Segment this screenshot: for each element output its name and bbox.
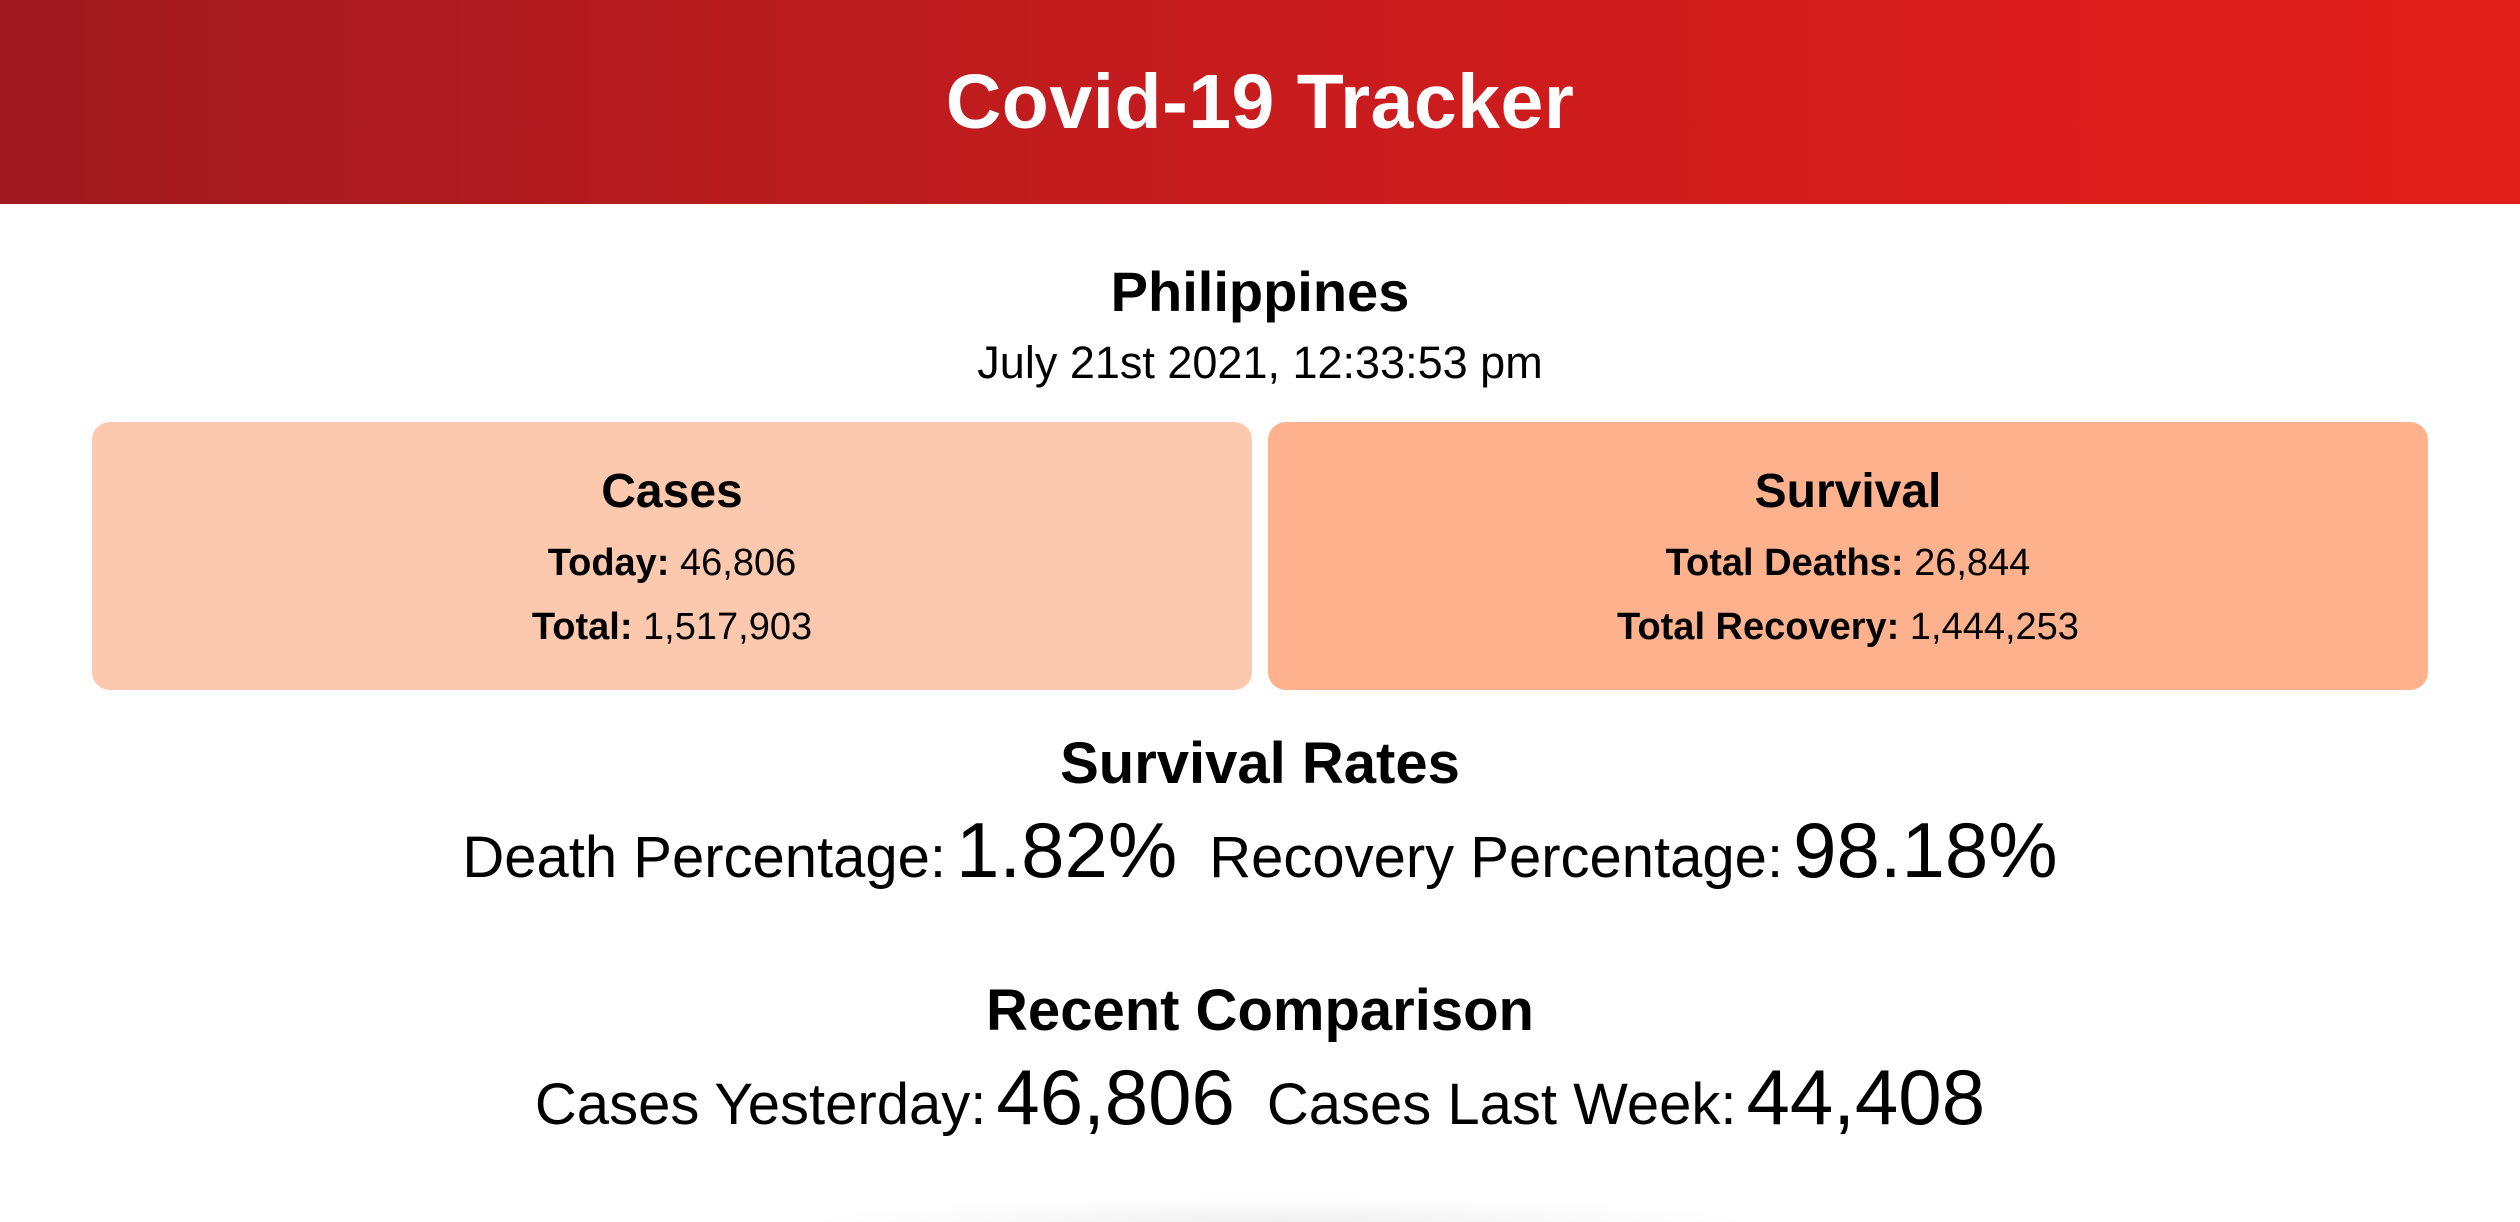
cases-yesterday-value: 46,806 (996, 1053, 1235, 1141)
total-recovery-row: Total Recovery: 1,444,253 (1268, 602, 2428, 652)
stats-cards: Cases Today: 46,806 Total: 1,517,903 Sur… (92, 422, 2428, 690)
total-recovery-label: Total Recovery: (1617, 606, 1900, 648)
cases-last-week-value: 44,408 (1746, 1053, 1986, 1141)
cases-today-row: Today: 46,806 (92, 538, 1252, 588)
total-deaths-value: 26,844 (1914, 542, 2031, 584)
total-recovery-value: 1,444,253 (1909, 606, 2079, 648)
death-percentage-label: Death Percentage: (462, 825, 947, 890)
recent-comparison-line: Cases Yesterday: 46,806 Cases Last Week: 44… (0, 1047, 2520, 1170)
cases-card-title: Cases (601, 465, 743, 518)
survival-rates-line: Death Percentage: 1.82% Recovery Percentag… (0, 800, 2520, 923)
cases-today-label: Today: (547, 542, 670, 584)
cases-total-row: Total: 1,517,903 (92, 602, 1252, 652)
cases-total-value: 1,517,903 (643, 606, 813, 648)
recovery-percentage-label: Recovery Percentage: (1209, 825, 1784, 890)
card-shadow-decoration (800, 1196, 1760, 1222)
last-updated-timestamp: July 21st 2021, 12:33:53 pm (977, 337, 1543, 388)
cases-total-label: Total: (531, 606, 633, 648)
app-title: Covid-19 Tracker (945, 58, 1575, 145)
recovery-percentage-value: 98.18% (1793, 806, 2058, 894)
recent-comparison-title: Recent Comparison (986, 978, 1534, 1043)
survival-card: Survival Total Deaths: 26,844 Total Reco… (1268, 422, 2428, 690)
survival-card-title: Survival (1754, 465, 1942, 518)
survival-rates-title: Survival Rates (1060, 731, 1460, 796)
cases-last-week-label: Cases Last Week: (1266, 1072, 1737, 1137)
cases-today-value: 46,806 (680, 542, 797, 584)
total-deaths-row: Total Deaths: 26,844 (1268, 538, 2428, 588)
cases-card: Cases Today: 46,806 Total: 1,517,903 (92, 422, 1252, 690)
cases-yesterday-label: Cases Yesterday: (534, 1072, 987, 1137)
death-percentage-value: 1.82% (956, 806, 1178, 894)
total-deaths-label: Total Deaths: (1665, 542, 1904, 584)
country-name: Philippines (1110, 260, 1410, 323)
app-header: Covid-19 Tracker (0, 0, 2520, 204)
